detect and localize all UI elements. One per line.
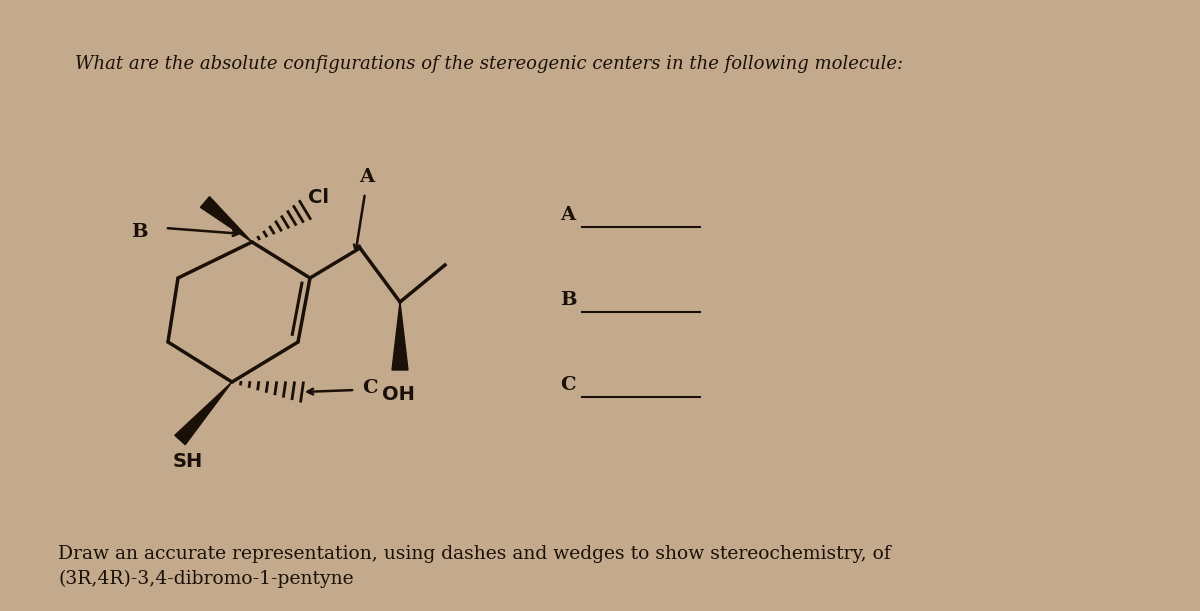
Text: C: C bbox=[362, 379, 378, 397]
Text: Cl: Cl bbox=[308, 188, 329, 207]
Polygon shape bbox=[175, 382, 232, 445]
Polygon shape bbox=[200, 197, 252, 242]
Text: A: A bbox=[560, 206, 575, 224]
Text: SH: SH bbox=[173, 452, 203, 471]
Text: B: B bbox=[560, 291, 577, 309]
Text: A: A bbox=[360, 168, 374, 186]
Text: B: B bbox=[131, 223, 148, 241]
Polygon shape bbox=[392, 302, 408, 370]
Text: Draw an accurate representation, using dashes and wedges to show stereochemistry: Draw an accurate representation, using d… bbox=[58, 545, 890, 588]
Text: What are the absolute configurations of the stereogenic centers in the following: What are the absolute configurations of … bbox=[74, 55, 904, 73]
Text: OH: OH bbox=[382, 385, 414, 404]
Text: C: C bbox=[560, 376, 576, 394]
